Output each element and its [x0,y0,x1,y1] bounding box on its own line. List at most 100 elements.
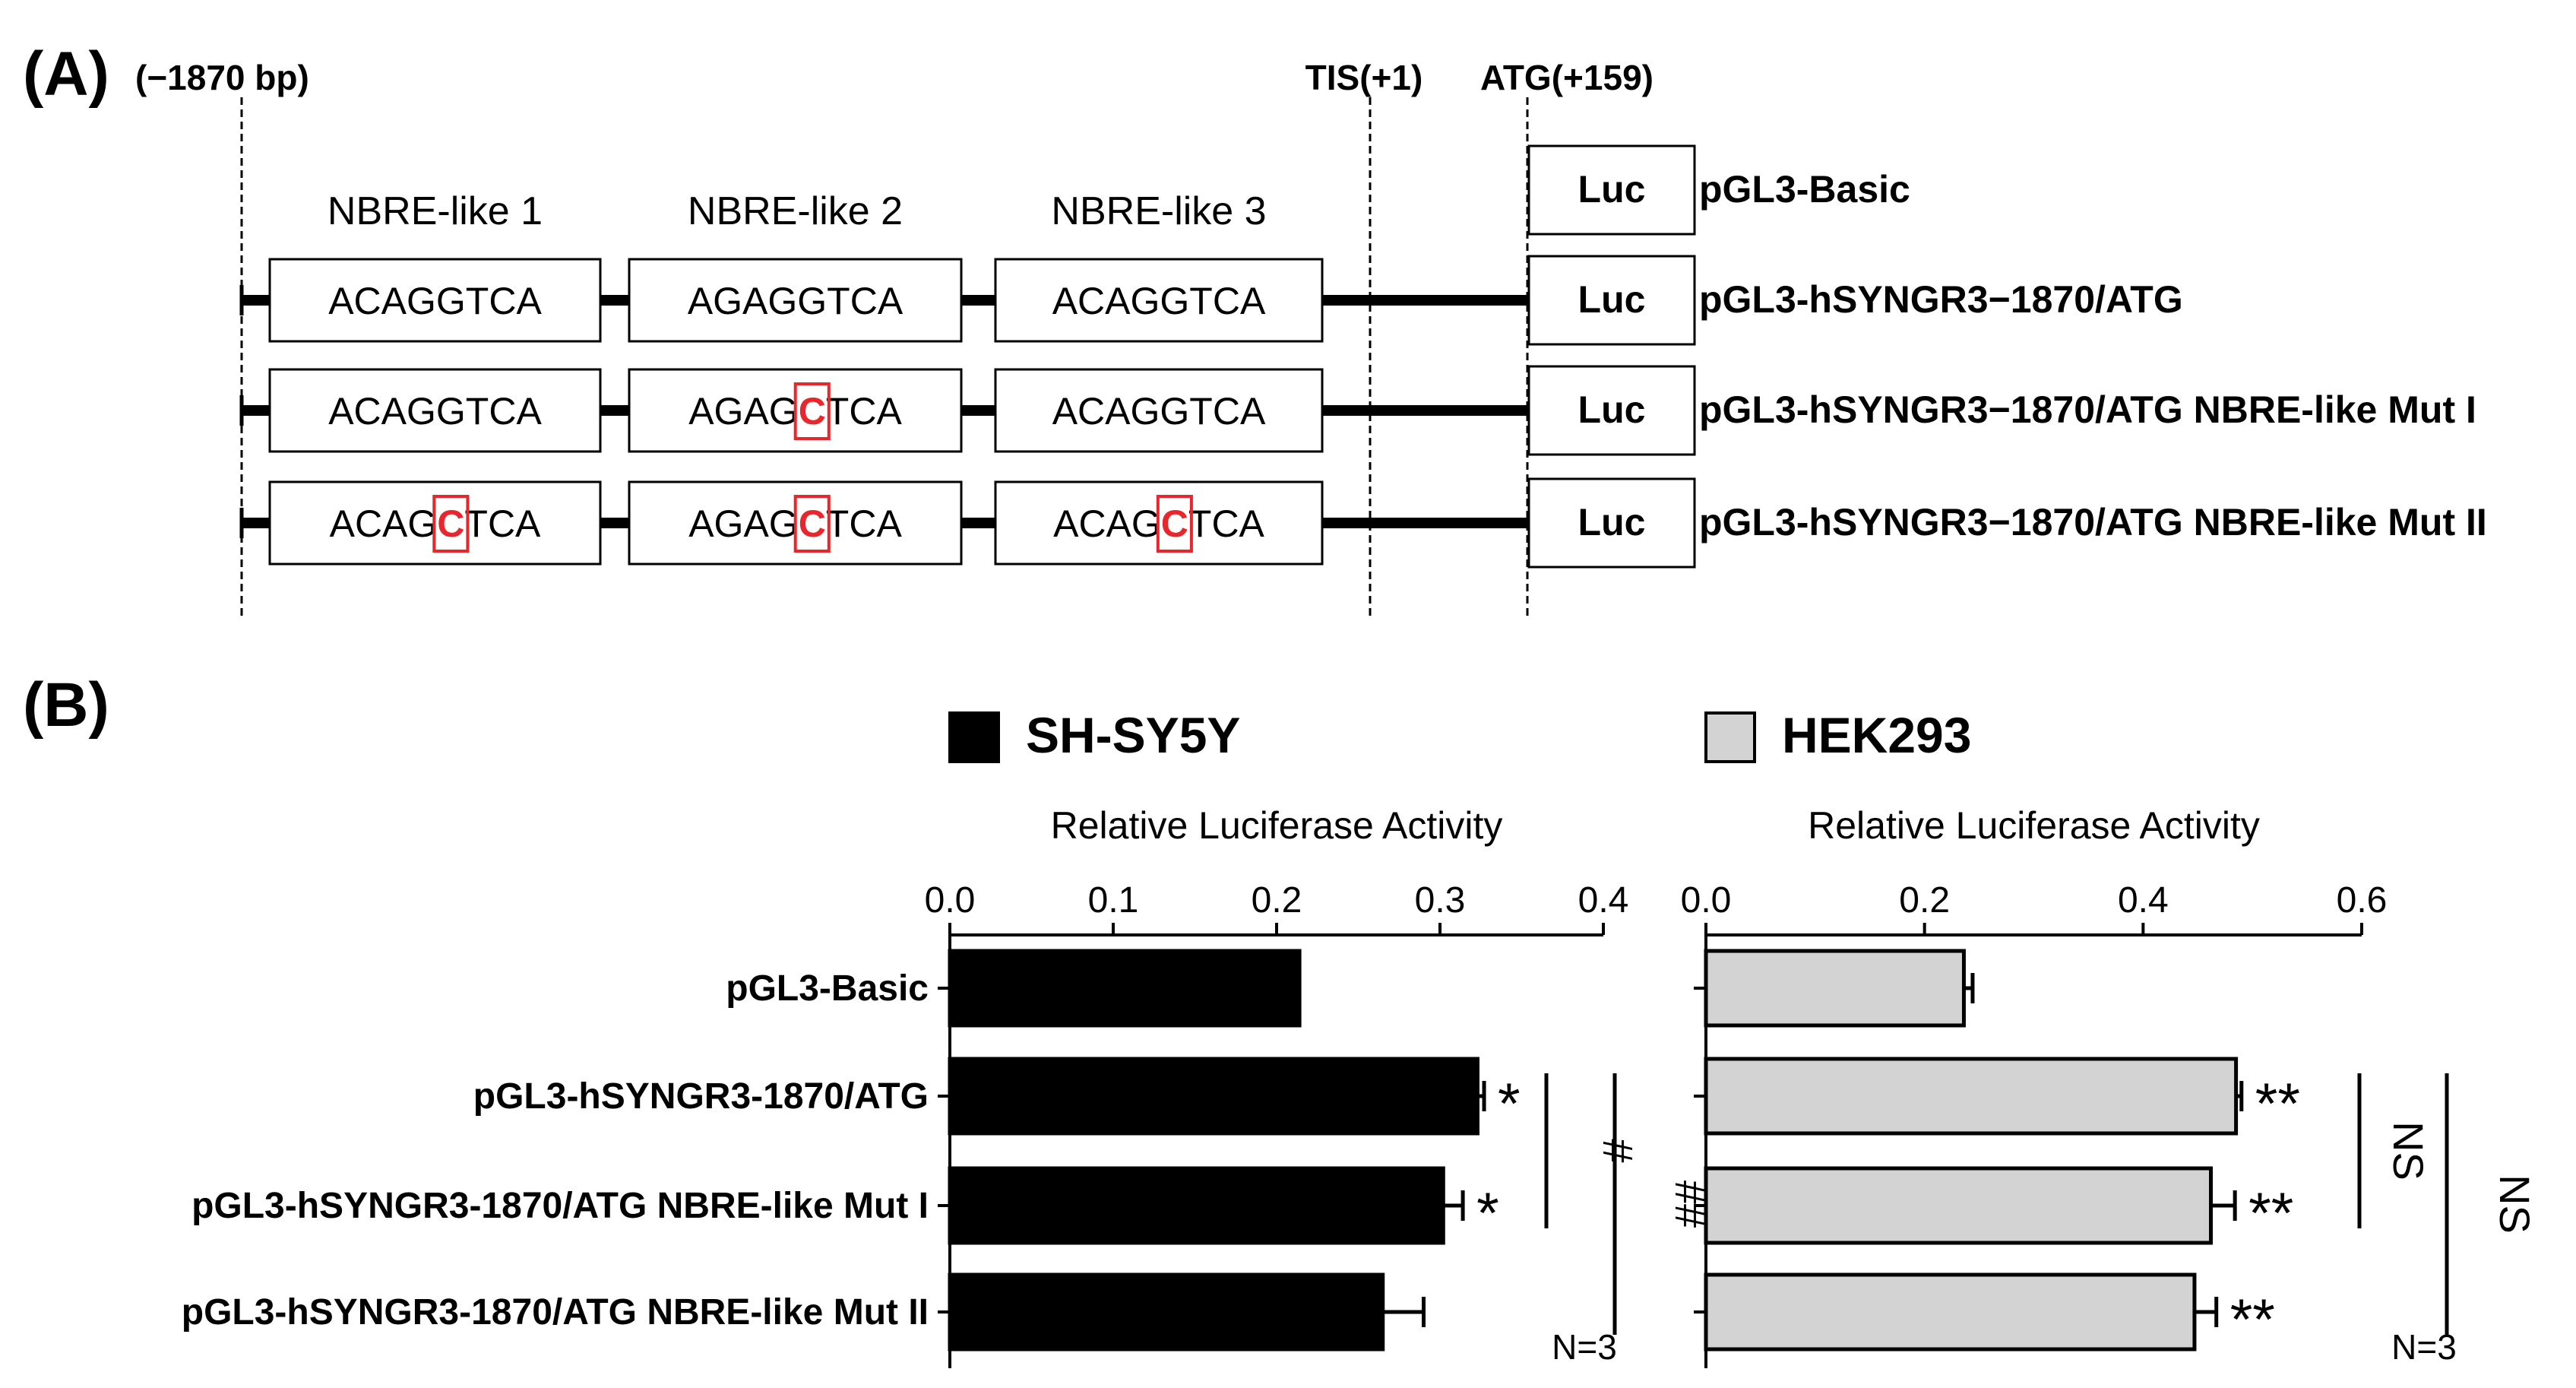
construct-diagram: Luc pGL3-Basic ACAGGTCA AGAGGTCA ACAGGTCA Luc… [239,144,2487,569]
construct-row: ACAGCTCA AGAGCTCA ACAGCTCA Luc pGL3-hSYNGR3−… [239,477,2487,569]
hek293-chart: HEK293 Relative Luciferase Activity 0.0 0.2… [1681,707,2539,1368]
luc-box [1527,255,1696,346]
sequence-part: AGAGGTCA [688,280,903,322]
luc-label: Luc [1578,278,1646,321]
sequence-part: ACAGGTCA [1052,280,1266,322]
bar [948,1272,1385,1352]
sequence-part: AGAG [688,502,798,545]
sequence-part: TCA [464,502,541,545]
nbre-site-sequence: ACAGGTCA [328,280,542,322]
category-labels: pGL3-Basic pGL3-hSYNGR3-1870/ATG pGL3-hSYN… [182,968,929,1333]
significance-stars: * [1476,1181,1499,1246]
mutated-base: C [799,390,826,433]
nbre-site-sequence: ACAGGTCA [1052,390,1266,433]
bar [1704,1057,2239,1136]
significance-stars: * [1498,1072,1521,1136]
category-label: pGL3-hSYNGR3-1870/ATG NBRE-like Mut II [182,1292,929,1333]
luc-label: Luc [1578,501,1646,543]
x-tick-label: 0.0 [925,880,976,921]
luc-label: Luc [1578,388,1646,431]
bar [948,1166,1445,1245]
nbre-site-sequence: ACAGCTCA [1053,502,1264,545]
sequence-part: ACAGGTCA [1052,390,1266,433]
bar [1704,949,1966,1028]
construct-row: ACAGGTCA AGAGCTCA ACAGGTCA Luc pGL3-hSYNGR3−… [239,365,2476,456]
construct-row: Luc pGL3-Basic [1527,144,1910,236]
mutated-base: C [799,502,826,545]
x-tick-label: 0.1 [1088,880,1139,921]
sequence-part: ACAGGTCA [328,390,542,433]
bar [1704,1272,2197,1352]
nbre-site-box [268,258,602,343]
mutated-base: C [1161,502,1188,545]
nbre-header-2: NBRE-like 2 [688,189,903,233]
construct-name: pGL3-hSYNGR3−1870/ATG NBRE-like Mut II [1699,501,2487,543]
nbre-header-3: NBRE-like 3 [1051,189,1266,233]
luc-box [1527,477,1696,569]
bar [1704,1166,2214,1245]
construct-name: pGL3-Basic [1699,168,1910,211]
sequence-part: ACAGGTCA [328,280,542,322]
sequence-part: TCA [826,390,903,433]
x-tick-label: 0.2 [1899,880,1950,921]
sequence-part: ACAG [1053,502,1161,545]
mutation-highlight-box [1156,495,1193,553]
mutated-base: C [437,502,464,545]
x-tick-label: 0.3 [1415,880,1466,921]
significance-stars: ** [2230,1288,2275,1352]
nbre-site-box [994,258,1324,343]
nbre-site-box [268,368,602,453]
n-label: N=3 [2391,1327,2457,1367]
sequence-part: TCA [1188,502,1265,545]
x-tick-label: 0.4 [2118,880,2169,921]
start-position-label: (−1870 bp) [135,58,309,97]
panel-b-label: (B) [23,670,109,740]
x-axis-title: Relative Luciferase Activity [1808,804,2260,847]
category-label: pGL3-Basic [726,968,929,1009]
nbre-site-box [994,368,1324,453]
nbre-site-sequence: AGAGCTCA [688,502,902,545]
construct-name: pGL3-hSYNGR3−1870/ATG NBRE-like Mut I [1699,388,2476,431]
sequence-part: TCA [826,502,903,545]
legend-label: HEK293 [1782,707,1971,763]
nbre-site-sequence: AGAGGTCA [688,280,903,322]
x-tick-label: 0.4 [1578,880,1629,921]
x-tick-label: 0.2 [1252,880,1302,921]
significance-stars: ** [2248,1181,2293,1246]
sh-sy5y-chart: SH-SY5Y Relative Luciferase Activity 0.0 0.… [925,707,1714,1368]
construct-name: pGL3-hSYNGR3−1870/ATG [1699,278,2183,321]
legend-swatch [948,711,1000,763]
legend-label: SH-SY5Y [1026,707,1240,763]
luc-box [1527,144,1696,236]
x-tick-label: 0.0 [1681,880,1732,921]
panel-a-label: (A) [23,40,109,109]
nbre-site-sequence: ACAGGTCA [328,390,542,433]
construct-row: ACAGGTCA AGAGGTCA ACAGGTCA Luc pGL3-hSYNGR3−… [239,255,2183,346]
legend-swatch [1704,711,1756,763]
n-label: N=3 [1552,1327,1617,1367]
nbre-headers: NBRE-like 1 NBRE-like 2 NBRE-like 3 [328,189,1267,233]
x-tick-label: 0.6 [2337,880,2388,921]
atg-label: ATG(+159) [1480,58,1654,97]
comparison-label: # [1594,1139,1642,1162]
mutation-highlight-box [793,495,831,553]
nbre-site-sequence: AGAGCTCA [688,390,902,433]
category-label: pGL3-hSYNGR3-1870/ATG NBRE-like Mut I [191,1186,929,1226]
sequence-part: AGAG [688,390,798,433]
nbre-site-sequence: ACAGGTCA [1052,280,1266,322]
luc-box [1527,365,1696,456]
tis-label: TIS(+1) [1305,58,1423,97]
nbre-site-sequence: ACAGCTCA [330,502,541,545]
x-axis-title: Relative Luciferase Activity [1051,804,1503,847]
mutation-highlight-box [793,382,831,440]
nbre-header-1: NBRE-like 1 [328,189,543,233]
sequence-part: ACAG [330,502,438,545]
mutation-highlight-box [432,495,470,553]
bar [948,949,1302,1028]
comparison-label: NS [2491,1174,2539,1234]
luc-label: Luc [1578,168,1646,211]
bar [948,1057,1479,1136]
nbre-site-box [628,258,963,343]
comparison-label: NS [2385,1121,2432,1180]
